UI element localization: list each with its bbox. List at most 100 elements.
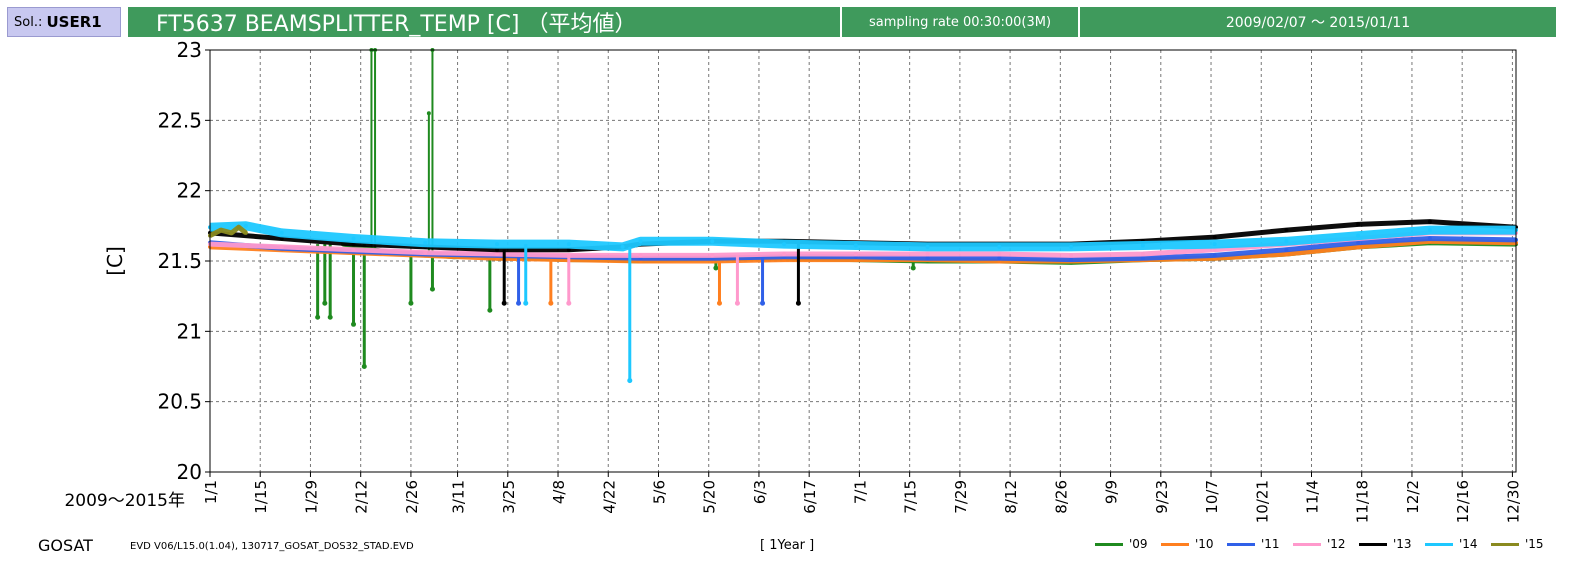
data-point: [1284, 251, 1289, 256]
x-tick-label: 10/21: [1253, 480, 1271, 523]
data-point: [1212, 253, 1217, 258]
legend-item: '12: [1293, 537, 1359, 551]
data-point: [229, 230, 234, 235]
data-point: [710, 239, 715, 244]
data-point: [1284, 239, 1289, 244]
data-point: [925, 244, 930, 249]
legend-item: '11: [1227, 537, 1293, 551]
data-point: [1284, 247, 1289, 252]
x-tick-label: 5/6: [650, 480, 668, 504]
data-point: [1284, 228, 1289, 233]
y-tick-label: 20: [177, 460, 202, 484]
data-point: [218, 228, 223, 233]
dip-point: [627, 378, 633, 384]
data-point: [243, 230, 248, 235]
data-point: [782, 251, 787, 256]
data-point: [710, 253, 715, 258]
x-axis-label: 2009～2015年: [64, 491, 185, 511]
data-point: [782, 242, 787, 247]
x-tick-label: 7/29: [952, 480, 970, 514]
series-6: [208, 224, 248, 238]
data-point: [1212, 242, 1217, 247]
x-tick-label: 8/12: [1002, 480, 1020, 514]
y-tick-label: 23: [177, 38, 202, 62]
dip-point: [361, 364, 367, 369]
x-tick-label: 9/9: [1103, 480, 1121, 504]
dip-point: [713, 265, 719, 271]
data-point: [1212, 247, 1217, 252]
dip-point: [327, 314, 333, 320]
legend-swatch: [1359, 542, 1387, 546]
x-tick-label: 7/1: [851, 480, 869, 504]
dip-point: [716, 300, 722, 306]
x-tick-label: 6/17: [801, 480, 819, 514]
axes: 20 20.5 21 21.5 22 22.5 23 1/1 1/15 1/29 2/12 2/26 3…: [64, 38, 1522, 523]
data-point: [1356, 233, 1361, 238]
sol-label: Sol.: USER1: [7, 7, 121, 37]
x-tick-label: 1/29: [302, 480, 320, 514]
data-point: [495, 251, 500, 256]
dip-point: [487, 307, 493, 313]
data-point: [1356, 240, 1361, 245]
data-point: [1140, 243, 1145, 248]
legend-swatch: [1425, 542, 1453, 546]
data-point: [243, 223, 248, 228]
legend-label: '14: [1459, 537, 1478, 551]
spike-point: [426, 111, 431, 116]
x-tick-label: 11/4: [1303, 480, 1321, 514]
x-tick-label: 4/22: [600, 480, 618, 514]
x-tick-label: 3/11: [450, 480, 468, 514]
series-5: [208, 221, 1518, 384]
data-point: [1069, 244, 1074, 249]
data-point: [279, 230, 284, 235]
legend-label: '11: [1261, 537, 1280, 551]
data-point: [1427, 228, 1432, 233]
legend-swatch: [1227, 542, 1255, 546]
dip-point: [795, 300, 801, 306]
x-tick-label: 8/26: [1052, 480, 1070, 514]
series-0: [315, 48, 1518, 369]
data-point: [997, 251, 1002, 256]
x-tick-label: 12/16: [1454, 480, 1472, 523]
data-point: [925, 256, 930, 261]
legend-item: '09: [1095, 537, 1161, 551]
dip-point: [734, 300, 740, 306]
x-tick-label: 6/3: [751, 480, 769, 504]
x-tick-label: 10/7: [1203, 480, 1221, 514]
x-tick-label: 9/23: [1153, 480, 1171, 514]
y-tick-label: 22: [177, 179, 202, 203]
data-point: [1427, 219, 1432, 224]
data-point: [853, 243, 858, 248]
data-point: [997, 256, 1002, 261]
legend-label: '15: [1525, 537, 1544, 551]
y-tick-label: 21: [177, 319, 202, 343]
dip-point: [548, 300, 554, 306]
x-tick-label: 7/15: [902, 480, 920, 514]
data-point: [566, 247, 571, 252]
series-4: [208, 219, 1518, 306]
dip-point: [429, 286, 435, 292]
y-tick-label: 20.5: [157, 390, 202, 414]
data-point: [620, 244, 625, 249]
data-point: [495, 247, 500, 252]
y-axis-label: [C]: [103, 246, 127, 276]
satellite-label: GOSAT: [38, 536, 93, 555]
legend-label: '09: [1129, 537, 1148, 551]
x-tick-label: 12/2: [1404, 480, 1422, 514]
x-tick-label: 1/15: [252, 480, 270, 514]
date-range: 2009/02/07 ～ 2015/01/11: [1080, 7, 1556, 37]
data-point: [423, 250, 428, 255]
data-point: [1140, 256, 1145, 261]
legend-swatch: [1161, 542, 1189, 546]
data-point: [1356, 244, 1361, 249]
data-point: [279, 236, 284, 241]
legend-label: '13: [1393, 537, 1412, 551]
x-tick-label: 1/1: [202, 480, 220, 504]
y-tick-label: 22.5: [157, 108, 202, 132]
data-point: [236, 225, 241, 230]
dip-point: [351, 321, 357, 327]
data-point: [925, 251, 930, 256]
span-label: [ 1Year ]: [760, 538, 815, 553]
dip-point: [408, 300, 414, 306]
data-point: [1356, 222, 1361, 227]
